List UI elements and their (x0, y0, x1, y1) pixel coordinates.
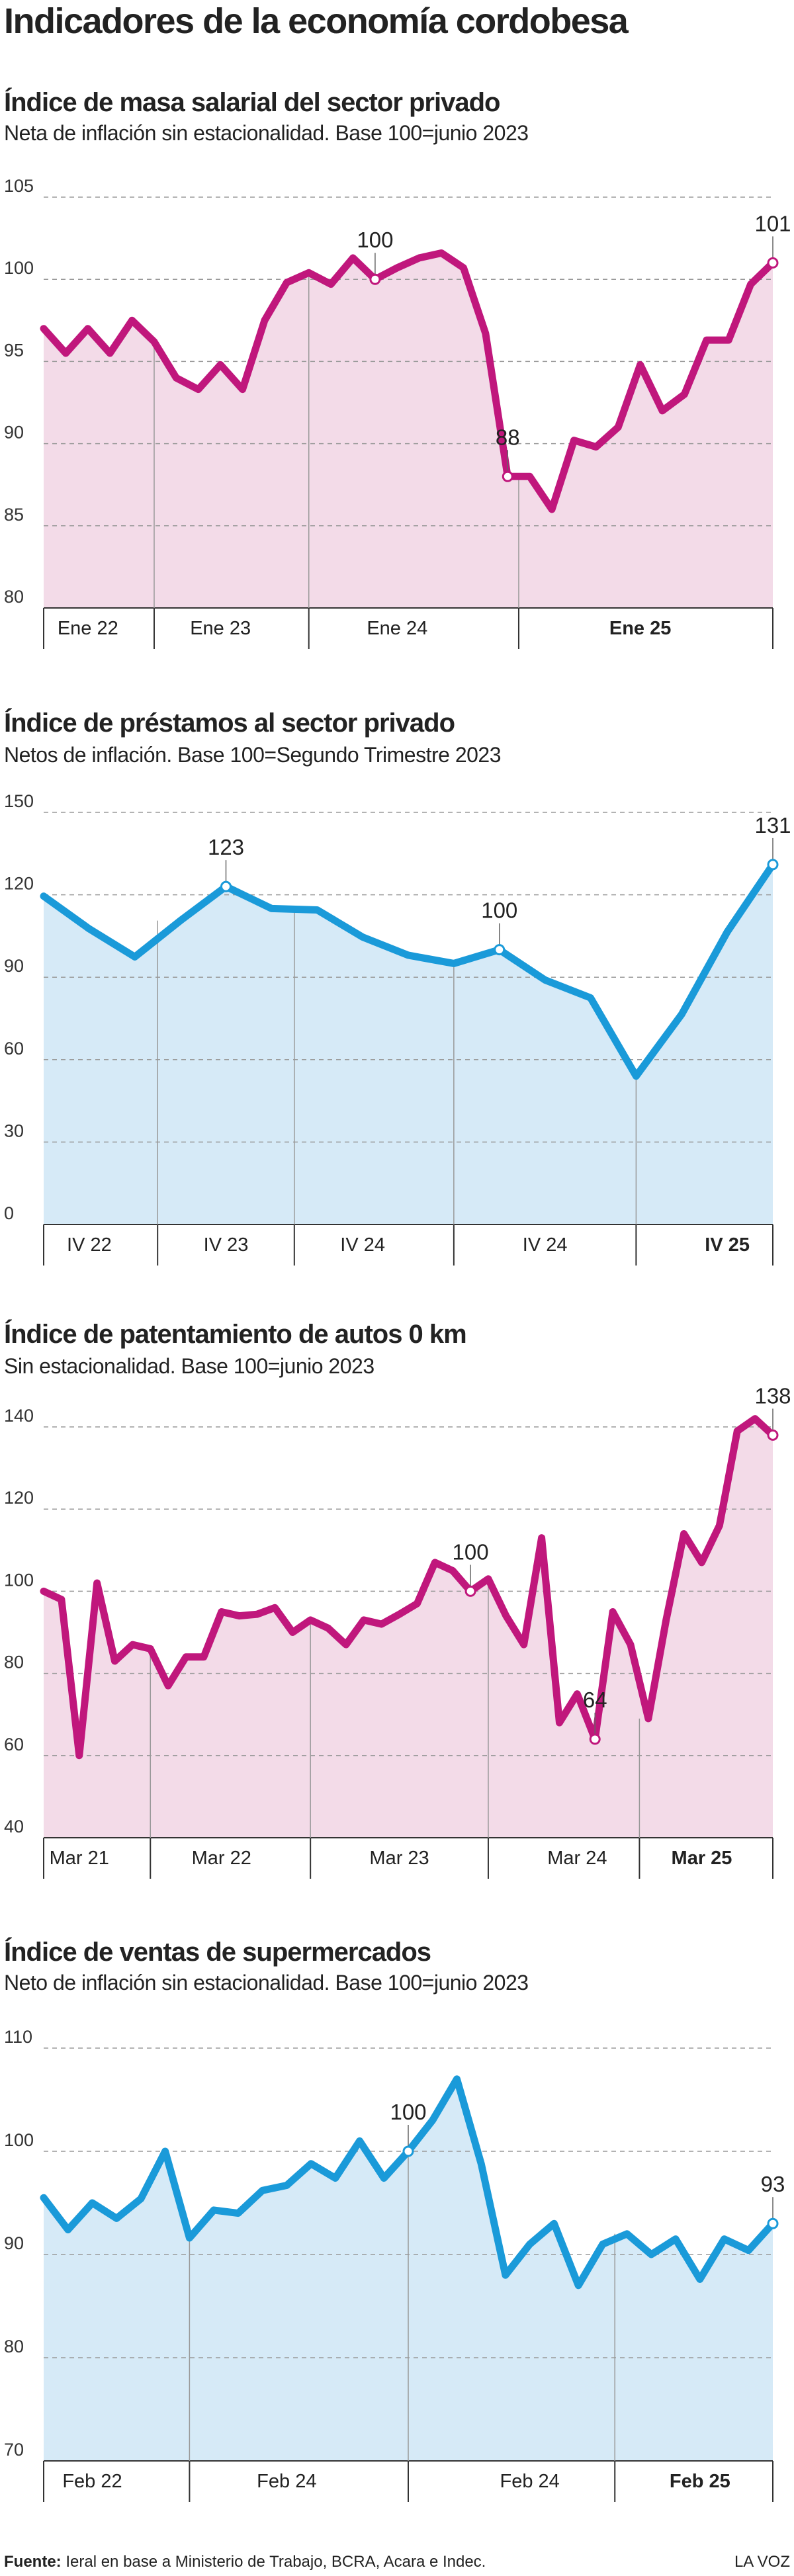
brand: LA VOZ (734, 2553, 790, 2571)
series-line (40, 249, 777, 513)
x-tick-label: IV 22 (67, 1234, 112, 1256)
y-tick-label: 95 (4, 340, 24, 360)
source-text: Ieral en base a Ministerio de Trabajo, B… (66, 2553, 486, 2571)
y-tick-label: 70 (4, 2440, 24, 2460)
x-tick-label: IV 24 (340, 1234, 385, 1256)
data-label: 100 (481, 898, 517, 923)
data-label: 101 (754, 211, 791, 236)
area (44, 864, 773, 1224)
x-tick-label: IV 23 (204, 1234, 249, 1256)
y-tick-label: 60 (4, 1735, 24, 1754)
page-title: Indicadores de la economía cordobesa (4, 1, 629, 41)
data-label: 138 (754, 1383, 791, 1408)
chart-subtitle: Neta de inflación sin estacionalidad. Ba… (4, 121, 529, 145)
y-tick-label: 80 (4, 587, 24, 607)
y-tick-label: 30 (4, 1121, 24, 1140)
y-tick-label: 100 (4, 258, 34, 278)
point-marker (369, 273, 381, 285)
data-label: 93 (761, 2172, 785, 2196)
y-tick-label: 85 (4, 505, 24, 525)
chart-subtitle: Sin estacionalidad. Base 100=junio 2023 (4, 1354, 375, 1378)
point-marker (767, 257, 779, 269)
x-tick-label: Feb 24 (500, 2471, 560, 2492)
series-line (40, 1415, 777, 1760)
y-tick-label: 105 (4, 176, 34, 196)
chart-title: Índice de patentamiento de autos 0 km (4, 1319, 466, 1349)
y-tick-label: 100 (4, 2130, 34, 2150)
y-tick-label: 120 (4, 1488, 34, 1508)
x-tick-label: Mar 23 (369, 1848, 429, 1869)
point-marker (589, 1733, 601, 1745)
y-tick-label: 100 (4, 1570, 34, 1590)
x-tick-label: Ene 25 (609, 618, 672, 639)
x-tick-label: Ene 23 (190, 618, 251, 639)
x-tick-label: Mar 22 (192, 1848, 251, 1869)
y-tick-label: 140 (4, 1406, 34, 1426)
y-tick-label: 150 (4, 791, 34, 811)
y-tick-label: 80 (4, 1653, 24, 1672)
x-tick-label: Feb 22 (62, 2471, 122, 2492)
chart-title: Índice de ventas de supermercados (4, 1937, 431, 1967)
data-label: 64 (583, 1688, 607, 1712)
x-tick-label: Mar 24 (547, 1848, 607, 1869)
chart-title: Índice de préstamos al sector privado (4, 708, 455, 738)
y-tick-label: 80 (4, 2337, 24, 2356)
y-tick-label: 0 (4, 1203, 14, 1223)
data-label: 100 (357, 228, 393, 252)
y-tick-label: 90 (4, 423, 24, 443)
data-label: 131 (754, 813, 791, 837)
y-tick-label: 40 (4, 1817, 24, 1836)
point-marker (402, 2145, 414, 2157)
series-line (40, 861, 777, 1080)
point-marker (502, 470, 513, 482)
data-label: 100 (390, 2100, 426, 2124)
x-tick-label: Ene 22 (58, 618, 118, 639)
point-marker (767, 1429, 779, 1441)
point-marker (464, 1585, 476, 1597)
point-marker (494, 944, 506, 956)
data-label: 88 (496, 425, 520, 449)
x-tick-label: IV 24 (523, 1234, 568, 1256)
source-label: Fuente: (4, 2553, 62, 2571)
source-note: Fuente: Ieral en base a Ministerio de Tr… (4, 2553, 486, 2571)
chart-title: Índice de masa salarial del sector priva… (4, 87, 500, 117)
area (44, 253, 773, 608)
chart-subtitle: Neto de inflación sin estacionalidad. Ba… (4, 1971, 529, 1995)
x-tick-label: Feb 25 (670, 2471, 730, 2492)
x-tick-label: Mar 21 (50, 1848, 109, 1869)
data-label: 123 (208, 835, 244, 859)
data-label: 100 (453, 1539, 489, 1564)
point-marker (767, 2217, 779, 2229)
y-tick-label: 60 (4, 1039, 24, 1058)
chart-subtitle: Netos de inflación. Base 100=Segundo Tri… (4, 743, 501, 767)
point-marker (767, 859, 779, 871)
x-tick-label: Ene 24 (367, 618, 427, 639)
y-tick-label: 90 (4, 956, 24, 976)
y-tick-label: 110 (4, 2027, 32, 2047)
point-marker (220, 880, 232, 892)
x-tick-label: Feb 24 (257, 2471, 316, 2492)
y-tick-label: 120 (4, 874, 34, 894)
x-tick-label: IV 25 (705, 1234, 750, 1256)
y-tick-label: 90 (4, 2233, 24, 2253)
x-tick-label: Mar 25 (672, 1848, 732, 1869)
